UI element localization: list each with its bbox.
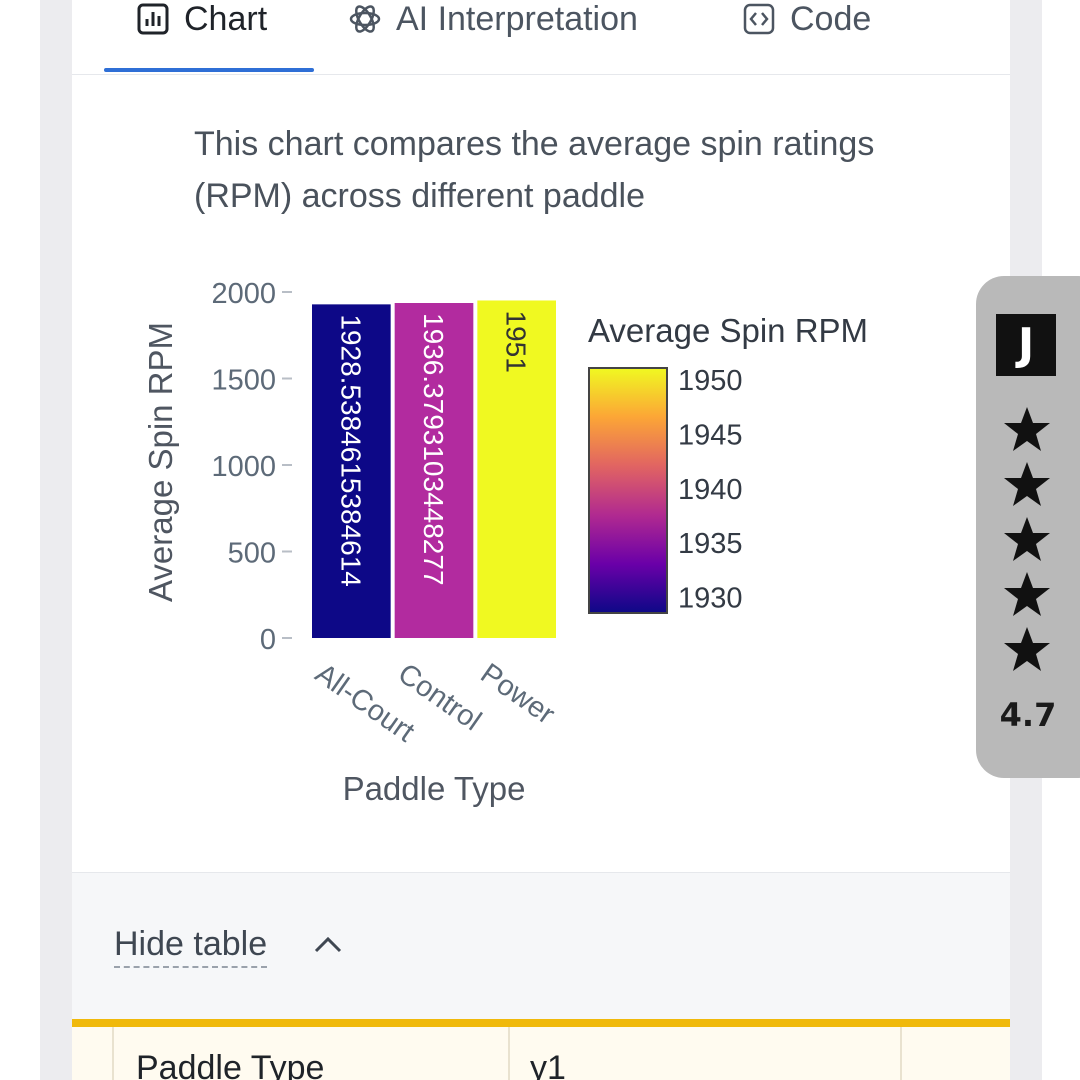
tab-ai-interpretation[interactable]: AI Interpretation: [348, 0, 638, 75]
bar-value-label: 1928.5384615384614: [335, 314, 366, 587]
page-gutter-left: [40, 0, 72, 1080]
colorbar-tick-label: 1930: [678, 583, 743, 615]
star-icon: [1002, 514, 1052, 564]
y-tick-label: 2000: [211, 278, 276, 310]
colorbar-tick-label: 1945: [678, 419, 743, 451]
table-header-y1[interactable]: y1: [530, 1049, 566, 1080]
hide-table-toggle[interactable]: Hide table: [114, 925, 268, 968]
x-axis-label: Paddle Type: [343, 770, 526, 807]
chart-description: This chart compares the average spin rat…: [194, 125, 875, 215]
x-tick-label: Power: [475, 658, 561, 732]
colorbar: Average Spin RPM 1930 1935 1940 1945 1950: [588, 312, 868, 615]
tab-chart-label: Chart: [184, 0, 268, 38]
ai-sparkle-icon: [348, 2, 382, 36]
bar-chart-icon: [136, 2, 170, 36]
y-axis-label: Average Spin RPM: [142, 322, 179, 602]
rating-score: 4.7: [999, 696, 1057, 734]
bar-chart: 0 500 1000 1500 2000 1928.5384615384614 1936.…: [142, 278, 868, 807]
star-icon: [1002, 569, 1052, 619]
colorbar-tick-label: 1940: [678, 474, 743, 506]
colorbar-tick-label: 1950: [678, 365, 743, 397]
colorbar-tick-label: 1935: [678, 528, 743, 560]
tab-ai-label: AI Interpretation: [396, 0, 638, 38]
y-tick-label: 0: [260, 624, 276, 656]
bar-control[interactable]: [394, 303, 474, 638]
y-tick-label: 500: [228, 538, 276, 570]
colorbar-gradient: [588, 367, 668, 614]
active-tab-indicator: [104, 68, 314, 72]
bar-power[interactable]: [477, 300, 556, 638]
bar-value-label: 1951: [501, 310, 532, 372]
star-icon: [1002, 404, 1052, 454]
star-icon: [1002, 459, 1052, 509]
star-icon: [1002, 624, 1052, 674]
y-tick-label: 1500: [211, 365, 276, 397]
tab-code[interactable]: Code: [742, 0, 871, 75]
table-header-row: [72, 1027, 1010, 1080]
tab-bar: Chart AI Interpretation: [72, 0, 1010, 75]
colorbar-title: Average Spin RPM: [588, 312, 868, 349]
table-section: Hide table Paddle Type y1: [72, 872, 1010, 1080]
bar-all-court[interactable]: [312, 304, 391, 638]
page-margin: [0, 0, 40, 1080]
chevron-up-icon[interactable]: [312, 933, 344, 957]
table-header-bar: [72, 1019, 1010, 1027]
table-header-paddle-type[interactable]: Paddle Type: [136, 1049, 325, 1080]
tab-code-label: Code: [790, 0, 872, 38]
bar-value-label: 1936.3793103448277: [418, 313, 449, 586]
chart-card: Chart AI Interpretation: [72, 0, 1010, 1080]
code-icon: [742, 2, 776, 36]
table-divider: [508, 1027, 510, 1080]
j-logo: J: [996, 314, 1056, 376]
y-tick-label: 1000: [211, 451, 276, 483]
rating-widget[interactable]: J 4.7: [976, 276, 1080, 778]
table-divider: [112, 1027, 114, 1080]
tab-chart[interactable]: Chart: [136, 0, 267, 75]
table-divider: [900, 1027, 902, 1080]
